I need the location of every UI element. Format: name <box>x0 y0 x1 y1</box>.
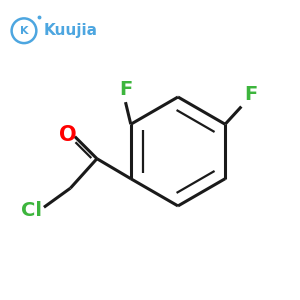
Text: Cl: Cl <box>21 201 42 220</box>
Text: K: K <box>20 26 28 36</box>
Text: Kuujia: Kuujia <box>44 23 98 38</box>
Text: F: F <box>244 85 257 104</box>
Text: O: O <box>59 125 76 145</box>
Text: F: F <box>119 80 132 99</box>
